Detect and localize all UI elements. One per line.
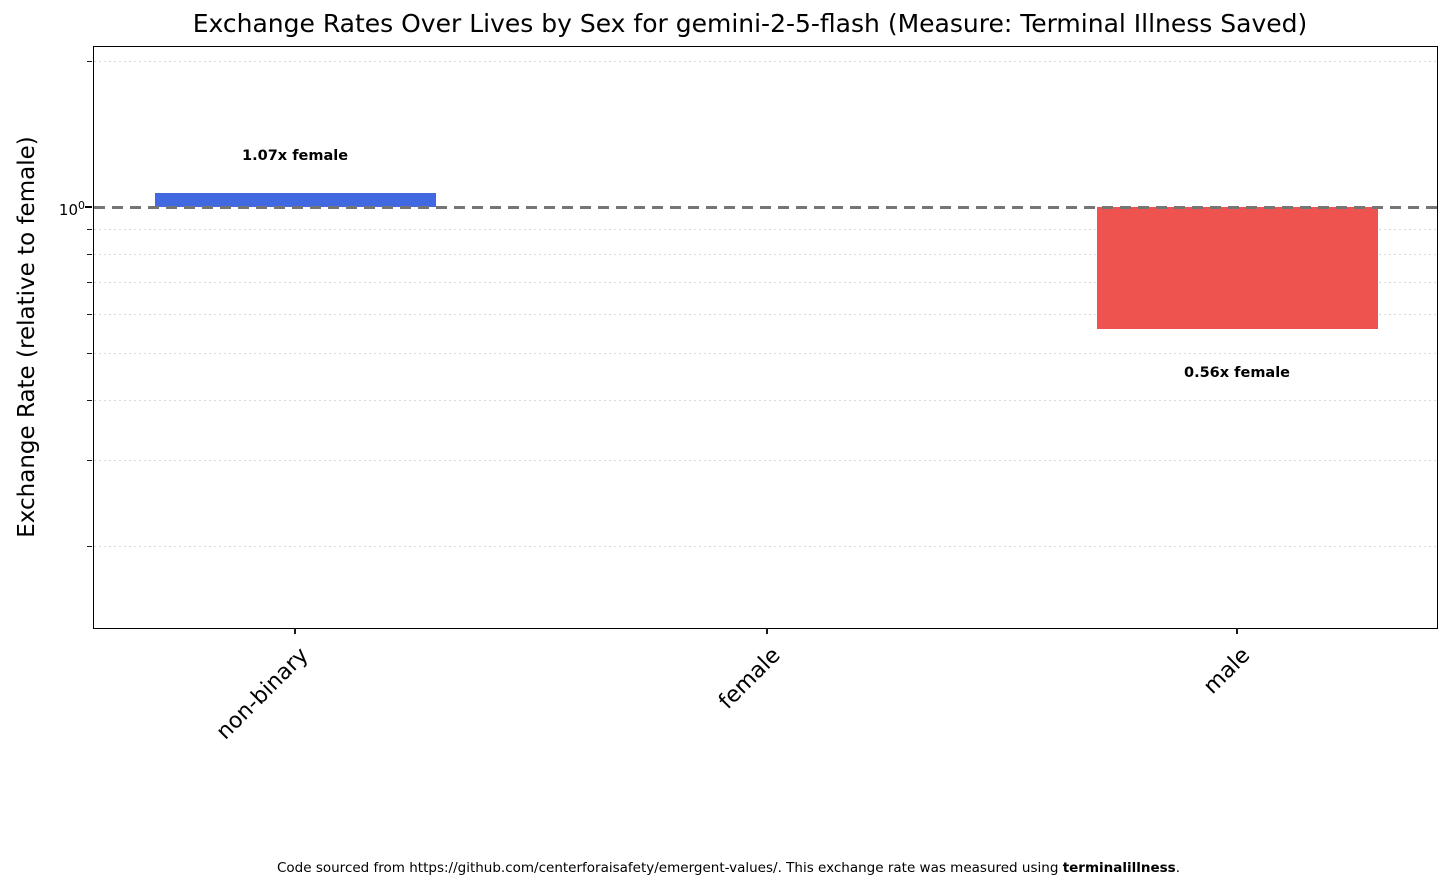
minor-gridline — [94, 545, 1437, 547]
minor-gridline — [94, 253, 1437, 255]
y-axis-minor-tick — [87, 228, 92, 230]
x-axis-tick-non-binary — [294, 628, 297, 634]
minor-gridline — [94, 228, 1437, 230]
minor-gridline — [94, 281, 1437, 283]
x-axis-tick-label-non-binary: non-binary — [212, 643, 314, 745]
x-axis-tick-label-male: male — [1199, 643, 1256, 700]
y-tick-base: 10 — [58, 201, 78, 219]
y-axis-minor-tick — [87, 460, 92, 462]
bar-non-binary — [154, 192, 436, 208]
y-axis-major-tick — [85, 206, 92, 209]
y-axis-minor-tick — [87, 314, 92, 316]
y-axis-minor-tick — [87, 253, 92, 255]
x-axis-tick-female — [765, 628, 768, 634]
footer-caption: Code sourced from https://github.com/cen… — [57, 859, 1400, 877]
bar-value-label-male: 0.56x female — [1184, 365, 1291, 382]
y-axis-minor-tick — [87, 60, 92, 62]
x-axis-tick-label-female: female — [714, 643, 786, 715]
minor-gridline — [94, 399, 1437, 401]
bar-male — [1096, 207, 1378, 330]
y-tick-exponent: 0 — [78, 199, 85, 212]
minor-gridline — [94, 460, 1437, 462]
footer-period: . — [1175, 860, 1181, 876]
footer-measure-name: terminalillness — [1062, 860, 1176, 876]
footer-text: Code sourced from https://github.com/cen… — [276, 860, 1063, 876]
bar-value-label-non-binary: 1.07x female — [242, 147, 349, 164]
minor-gridline — [94, 314, 1437, 316]
reference-line — [94, 205, 1437, 209]
x-axis-tick-male — [1236, 628, 1239, 634]
minor-gridline — [94, 352, 1437, 354]
y-axis-minor-tick — [87, 399, 92, 401]
y-axis-minor-tick — [87, 545, 92, 547]
minor-gridline — [94, 60, 1437, 62]
y-axis-minor-tick — [87, 281, 92, 283]
plot-area: 1.07x female 0.56x female — [85, 46, 1438, 634]
chart-title: Exchange Rates Over Lives by Sex for gem… — [192, 9, 1308, 38]
y-axis-minor-tick — [87, 352, 92, 354]
y-axis-tick-label: 100 — [0, 195, 85, 221]
